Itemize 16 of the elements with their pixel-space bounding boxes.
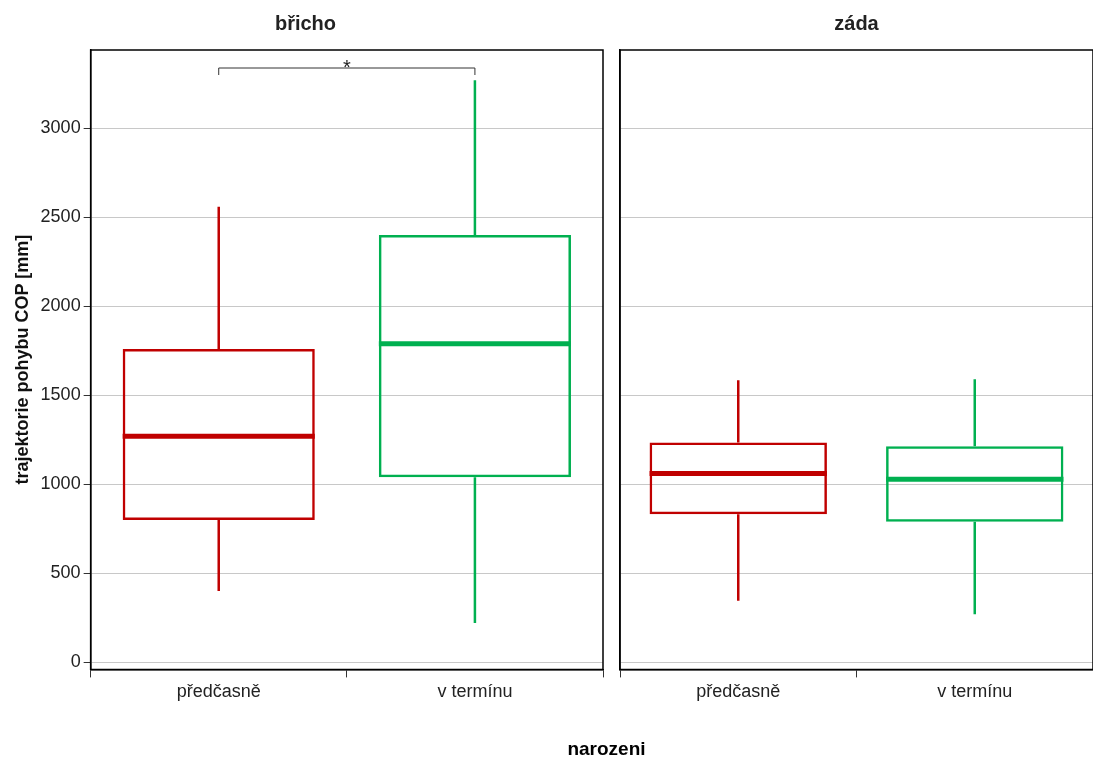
y-tick-label: 0 (70, 651, 81, 672)
x-tick-label: předčasně (696, 681, 781, 702)
x-axis-title: narozeni (566, 738, 647, 760)
y-tick-label: 3000 (40, 117, 81, 138)
y-tick-label: 2500 (40, 206, 81, 227)
annotation: * (342, 55, 351, 78)
y-axis-title: trajektorie pohybu COP [mm] (11, 234, 32, 485)
y-tick-label: 1500 (40, 384, 81, 405)
x-tick-label: v termínu (937, 681, 1013, 702)
chart-title: záda (834, 11, 880, 34)
chart-title: břicho (274, 11, 337, 34)
y-tick-label: 500 (50, 562, 81, 583)
x-tick-label: v termínu (437, 681, 513, 702)
y-tick-label: 1000 (40, 473, 81, 494)
x-tick-label: předčasně (176, 681, 261, 702)
y-tick-label: 2000 (40, 295, 81, 316)
